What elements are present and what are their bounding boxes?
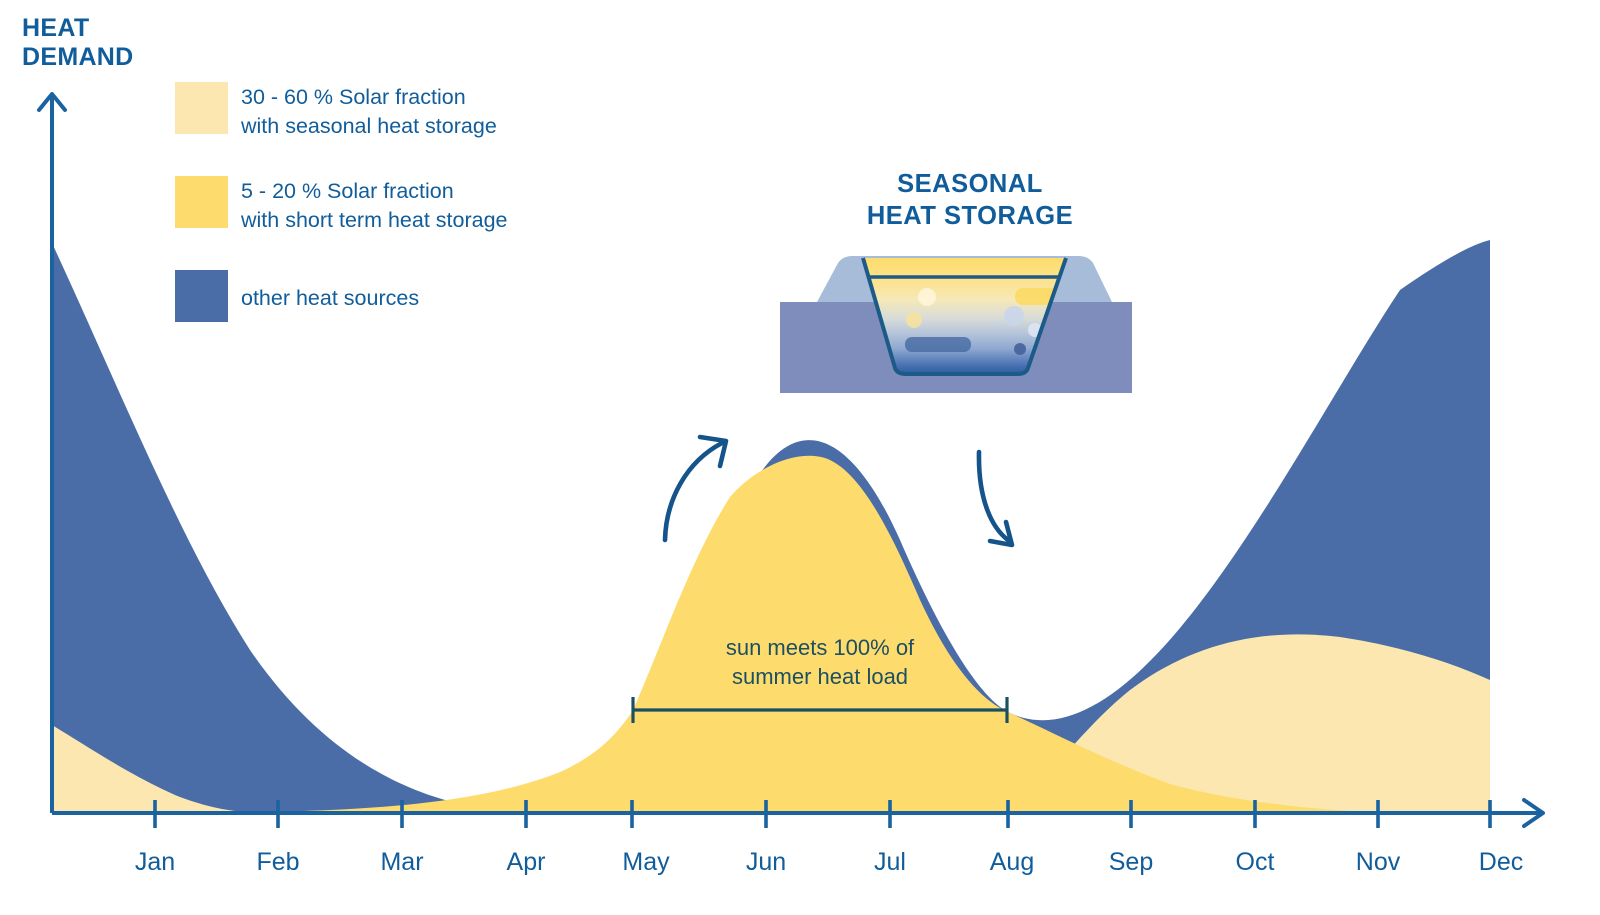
legend-item-other[interactable]: other heat sources [175, 270, 735, 323]
charge-arrow [662, 440, 725, 543]
x-axis-label-may: May [622, 848, 670, 876]
bubble-streak-cool [905, 337, 971, 352]
x-axis-label-jul: Jul [874, 848, 906, 876]
stacked-area-group [52, 240, 1490, 813]
storage-illustration-title: SEASONAL HEAT STORAGE [866, 170, 1074, 231]
discharge-arrow-head [987, 519, 1015, 548]
x-axis-labels: Jan Feb Mar Apr May Jun Jul Aug Sep Oct Nov Dec [0, 848, 1600, 894]
x-axis-label-nov: Nov [1355, 848, 1401, 876]
x-axis-label-apr: Apr [506, 848, 546, 876]
legend-item-shortterm[interactable]: 5 - 20 % Solar fraction with short term … [175, 176, 735, 234]
x-axis-arrowhead [1522, 798, 1545, 828]
area-seasonal-storage [52, 634, 1490, 813]
summer-load-note: sun meets 100% of summer heat load [725, 635, 915, 690]
legend-label-shortterm: 5 - 20 % Solar fraction with short term … [241, 179, 508, 232]
x-axis-label-mar: Mar [380, 848, 424, 876]
storage-bubbles [905, 288, 1066, 355]
legend-swatch-shortterm [175, 176, 228, 229]
x-axis-label-sep: Sep [1108, 848, 1154, 876]
y-axis-title: HEAT DEMAND [22, 14, 134, 71]
x-axis-label-dec: Dec [1478, 848, 1524, 876]
legend-swatch-seasonal [175, 82, 228, 134]
summer-span-measure [631, 697, 1009, 723]
annotation-arrows [662, 434, 1015, 548]
bubble [1014, 343, 1026, 355]
legend-label-seasonal: 30 - 60 % Solar fraction with seasonal h… [241, 85, 497, 138]
bubble [906, 312, 922, 328]
seasonal-heat-storage-illustration [780, 256, 1132, 393]
x-axis-label-oct: Oct [1235, 848, 1275, 876]
x-axis-label-jun: Jun [745, 848, 787, 876]
bubble [918, 288, 936, 306]
x-axis-label-jan: Jan [134, 848, 176, 876]
x-axis-label-aug: Aug [989, 848, 1035, 876]
y-axis-arrowhead [37, 92, 67, 112]
charge-arrow-head [697, 434, 729, 469]
storage-pit-outline [861, 257, 1068, 376]
chart-axes [37, 92, 1545, 828]
legend-swatch-other [175, 270, 228, 323]
legend-item-seasonal[interactable]: 30 - 60 % Solar fraction with seasonal h… [175, 82, 735, 140]
area-shortterm-storage [52, 455, 1490, 813]
bubble [1004, 306, 1024, 326]
x-axis-ticks [153, 800, 1492, 828]
x-axis-label-feb: Feb [256, 848, 300, 876]
discharge-arrow [976, 449, 1011, 543]
chart-legend: 30 - 60 % Solar fraction with seasonal h… [175, 82, 735, 358]
legend-label-other: other heat sources [241, 286, 420, 311]
